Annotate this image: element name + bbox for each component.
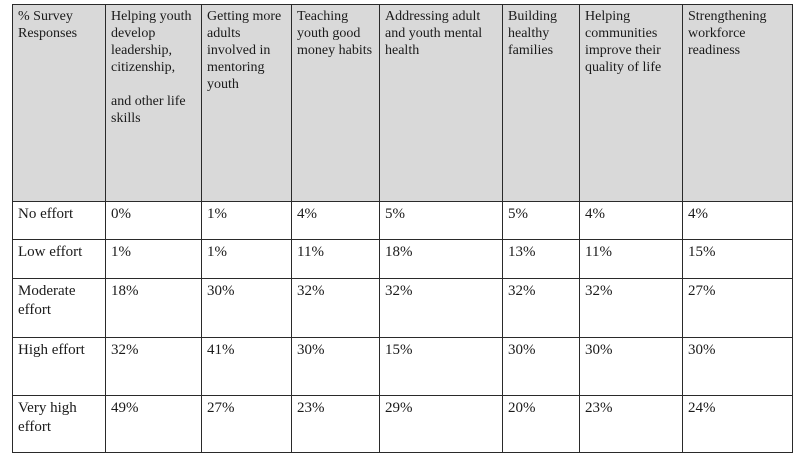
table-cell: 30% — [291, 337, 380, 396]
table-cell: 18% — [105, 278, 202, 338]
table-cell: 5% — [379, 201, 503, 240]
column-header-label: Teaching youth good money habits — [297, 9, 373, 58]
table-cell: 11% — [291, 239, 380, 279]
table-cell: 27% — [201, 395, 292, 453]
row-label: Low effort — [12, 239, 106, 279]
column-header-label: Strengthening workforce readiness — [688, 9, 767, 58]
table-cell: 23% — [291, 395, 380, 453]
table-cell: 18% — [379, 239, 503, 279]
table-row: Very high effort 49% 27% 23% 29% 20% 23%… — [12, 395, 793, 453]
table-cell: 13% — [502, 239, 580, 279]
column-header-mental-health: Addressing adult and youth mental health — [379, 4, 503, 202]
table-cell: 32% — [291, 278, 380, 338]
row-label: Very high effort — [12, 395, 106, 453]
table-cell: 11% — [579, 239, 683, 279]
column-header-label: Addressing adult and youth mental health — [385, 9, 483, 58]
table-cell: 32% — [105, 337, 202, 396]
column-header-money-habits: Teaching youth good money habits — [291, 4, 380, 202]
table-cell: 24% — [682, 395, 793, 453]
column-header-label-continued: and other life skills — [111, 94, 186, 126]
table-cell: 23% — [579, 395, 683, 453]
table-cell: 1% — [201, 239, 292, 279]
table-cell: 32% — [502, 278, 580, 338]
table-cell: 32% — [379, 278, 503, 338]
column-header-quality-of-life: Helping communities improve their qualit… — [579, 4, 683, 202]
column-header-youth-leadership: Helping youth develop leadership, citize… — [105, 4, 202, 202]
column-header-label: Building healthy families — [508, 9, 558, 58]
table-cell: 30% — [502, 337, 580, 396]
table-cell: 49% — [105, 395, 202, 453]
table-cell: 4% — [291, 201, 380, 240]
table-row: Moderate effort 18% 30% 32% 32% 32% 32% … — [12, 278, 793, 338]
row-label: Moderate effort — [12, 278, 106, 338]
table-cell: 41% — [201, 337, 292, 396]
header-row: % Survey Responses Helping youth develop… — [12, 4, 793, 202]
table-cell: 15% — [682, 239, 793, 279]
row-label: No effort — [12, 201, 106, 240]
table-cell: 20% — [502, 395, 580, 453]
table-cell: 4% — [579, 201, 683, 240]
table-row: No effort 0% 1% 4% 5% 5% 4% 4% — [12, 201, 793, 240]
table-cell: 1% — [201, 201, 292, 240]
column-header-workforce: Strengthening workforce readiness — [682, 4, 793, 202]
table-cell: 29% — [379, 395, 503, 453]
row-label: High effort — [12, 337, 106, 396]
table-cell: 4% — [682, 201, 793, 240]
column-header-healthy-families: Building healthy families — [502, 4, 580, 202]
column-header-label: Helping youth develop leadership, citize… — [111, 9, 192, 75]
column-header-label: Getting more adults involved in mentorin… — [207, 9, 282, 92]
table-row: High effort 32% 41% 30% 15% 30% 30% 30% — [12, 337, 793, 396]
table-row: Low effort 1% 1% 11% 18% 13% 11% 15% — [12, 239, 793, 279]
table-cell: 15% — [379, 337, 503, 396]
survey-table: % Survey Responses Helping youth develop… — [12, 4, 793, 453]
column-header-label: Helping communities improve their qualit… — [585, 9, 662, 75]
table-cell: 1% — [105, 239, 202, 279]
table-cell: 30% — [201, 278, 292, 338]
table-cell: 0% — [105, 201, 202, 240]
column-header-mentoring: Getting more adults involved in mentorin… — [201, 4, 292, 202]
column-header-label: % Survey Responses — [18, 9, 78, 41]
table-cell: 27% — [682, 278, 793, 338]
table-cell: 5% — [502, 201, 580, 240]
column-header-survey-responses: % Survey Responses — [12, 4, 106, 202]
table-cell: 30% — [579, 337, 683, 396]
table-cell: 30% — [682, 337, 793, 396]
table-cell: 32% — [579, 278, 683, 338]
